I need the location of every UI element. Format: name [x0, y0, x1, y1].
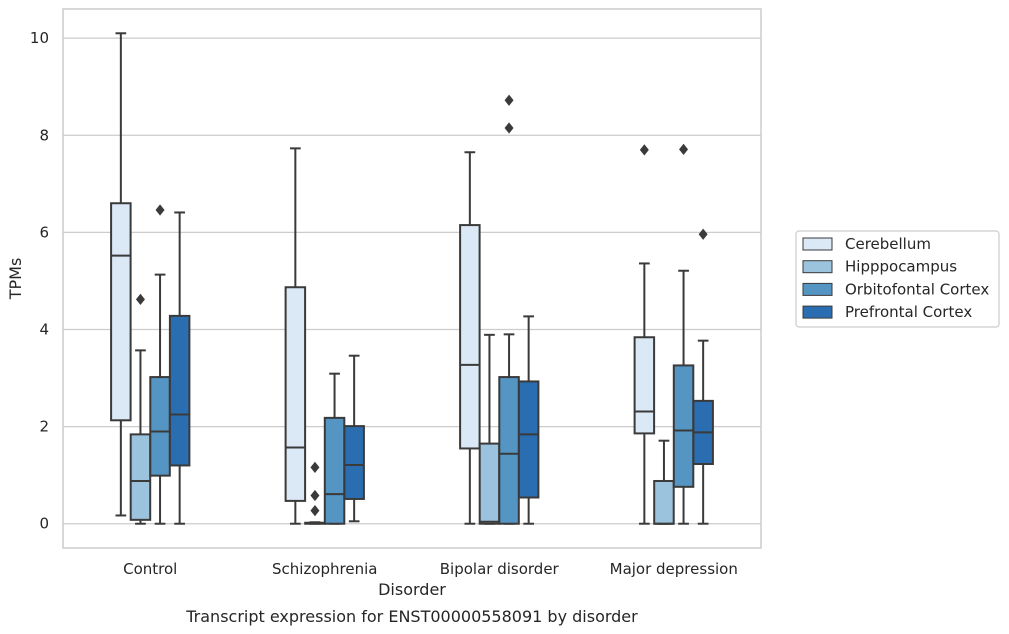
y-tick-label: 8	[39, 126, 49, 144]
box-iqr	[498, 376, 520, 525]
x-tick-label: Schizophrenia	[272, 560, 377, 578]
box-group	[284, 147, 307, 525]
legend-swatch	[802, 305, 833, 319]
box-iqr	[343, 425, 365, 500]
legend-swatch	[802, 237, 833, 251]
box-group	[459, 151, 481, 525]
boxes	[110, 32, 714, 525]
outlier-marker	[135, 293, 145, 306]
y-tick-label: 4	[39, 320, 49, 338]
outlier-marker	[310, 461, 320, 474]
box-group	[343, 354, 365, 523]
legend-swatch	[802, 282, 833, 296]
box-iqr	[168, 314, 191, 467]
box-iqr	[653, 479, 675, 525]
legend-swatch	[802, 260, 833, 274]
box-iqr	[110, 202, 132, 422]
y-tick-label: 10	[30, 29, 49, 47]
outlier-marker	[504, 122, 514, 134]
box-iqr	[459, 224, 481, 450]
outlier-marker	[639, 144, 649, 156]
legend: Cerebellum Hipppocampus Orbitofontal Corte…	[795, 230, 1000, 328]
box-iqr	[478, 442, 501, 525]
legend-label: Prefrontal Cortex	[845, 303, 972, 321]
legend-label: Orbitofontal Cortex	[845, 280, 989, 298]
box-group	[672, 143, 695, 525]
outlier-marker	[504, 94, 514, 106]
box-iqr	[323, 416, 346, 525]
y-axis-label: TPMs	[6, 258, 25, 301]
outlier-marker	[155, 204, 165, 216]
legend-label: Cerebellum	[845, 235, 931, 253]
x-axis-label: Disorder	[378, 580, 446, 599]
box-group	[517, 315, 540, 525]
x-tick-label: Control	[123, 560, 177, 578]
y-axis-ticks: 0 2 4 6 8 10	[30, 29, 49, 533]
outlier-marker	[698, 228, 708, 240]
box-group	[478, 333, 501, 525]
box-iqr	[517, 380, 540, 499]
box-iqr	[129, 433, 152, 521]
box-group	[149, 204, 171, 525]
y-tick-label: 6	[39, 223, 49, 241]
outlier-marker	[679, 143, 689, 155]
box-iqr	[633, 336, 656, 435]
box-group	[498, 94, 520, 525]
legend-label: Hipppocampus	[845, 258, 957, 276]
box-iqr	[284, 286, 307, 502]
box-group	[168, 211, 191, 525]
plot-area	[62, 8, 762, 549]
box-group	[323, 372, 346, 525]
box-iqr	[672, 364, 695, 488]
outlier-marker	[310, 504, 320, 517]
box-group	[110, 32, 132, 517]
x-tick-label: Major depression	[610, 560, 738, 578]
box-group	[653, 439, 675, 525]
box-group	[692, 228, 714, 525]
y-tick-label: 2	[39, 418, 49, 436]
chart-caption: Transcript expression for ENST0000055809…	[185, 607, 638, 626]
legend-frame	[795, 230, 1000, 328]
y-tick-label: 0	[39, 515, 49, 533]
x-tick-label: Bipolar disorder	[440, 560, 560, 578]
box-group	[633, 144, 656, 525]
box-iqr	[149, 376, 171, 477]
x-axis-ticks: Control Schizophrenia Bipolar disorder Majo…	[123, 560, 738, 578]
box-group	[304, 461, 326, 525]
outlier-marker	[310, 489, 320, 502]
box-group	[129, 293, 152, 525]
